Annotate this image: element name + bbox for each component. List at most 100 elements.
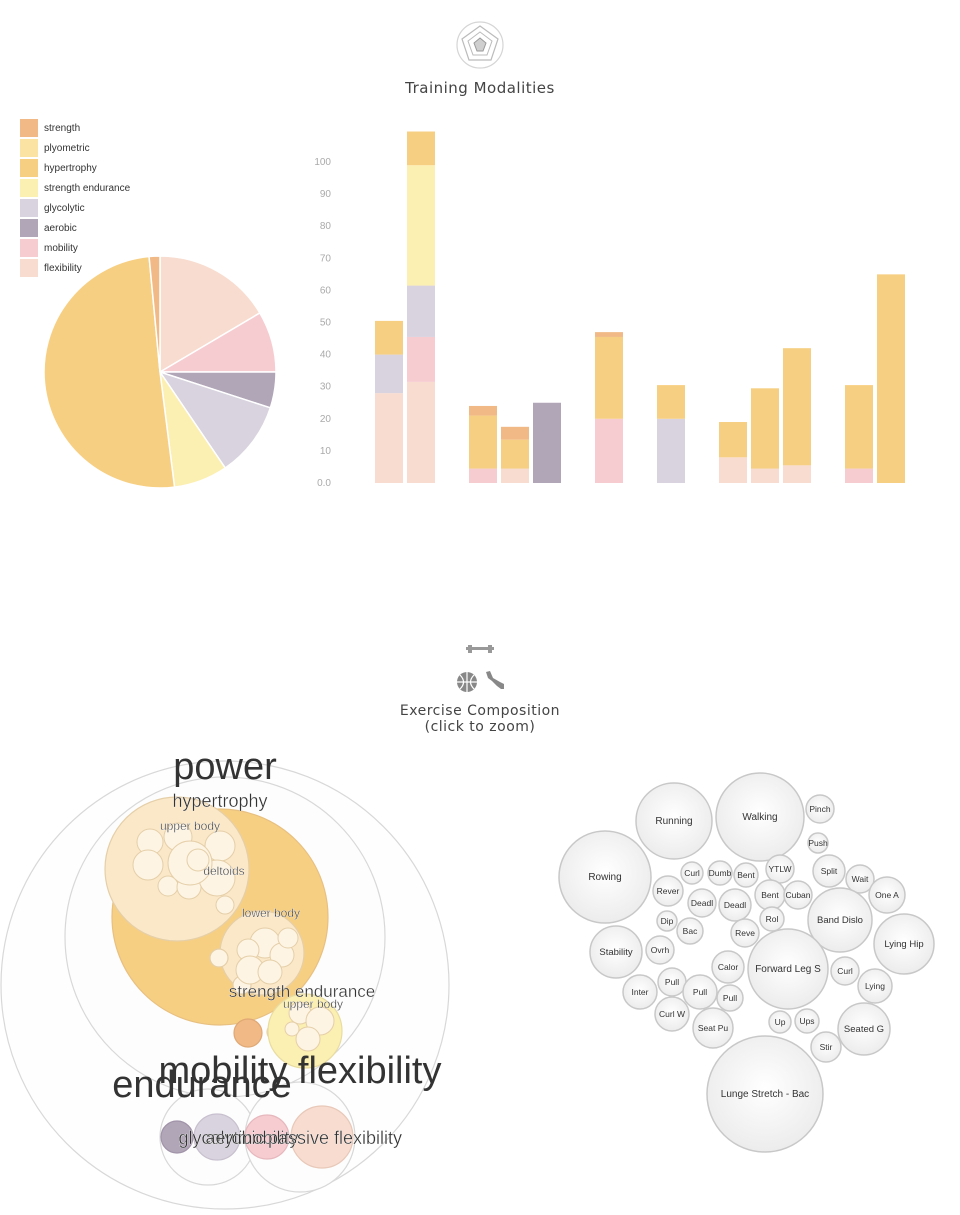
- exercise-bubble[interactable]: [845, 864, 875, 894]
- bar-segment[interactable]: [501, 468, 529, 483]
- circle-pack-chart[interactable]: power hypertrophy upper body deltoids lower …: [0, 745, 470, 1215]
- bar-segment[interactable]: [407, 336, 435, 382]
- exercise-bubble[interactable]: [805, 794, 835, 824]
- legend-item[interactable]: plyometric: [20, 138, 130, 158]
- bar-segment[interactable]: [719, 457, 747, 483]
- bar-segment[interactable]: [877, 274, 905, 483]
- exercise-bubble[interactable]: [718, 888, 752, 922]
- bar-segment[interactable]: [595, 418, 623, 483]
- legend-item[interactable]: hypertrophy: [20, 158, 130, 178]
- exercise-bubble[interactable]: [857, 968, 893, 1004]
- exercise-bubble[interactable]: [794, 1008, 820, 1034]
- exercise-bubble[interactable]: [654, 996, 690, 1032]
- bar-segment[interactable]: [375, 393, 403, 483]
- pack-circle[interactable]: [160, 1120, 194, 1154]
- bar-segment[interactable]: [595, 332, 623, 337]
- exercise-bubble[interactable]: [768, 1010, 792, 1034]
- exercise-bubble[interactable]: [680, 861, 704, 885]
- exercise-bubble[interactable]: [676, 917, 704, 945]
- pack-circle[interactable]: [233, 1018, 263, 1048]
- exercise-bubble[interactable]: [733, 862, 759, 888]
- bar-segment[interactable]: [783, 348, 811, 466]
- bar-segment[interactable]: [501, 426, 529, 440]
- bar-segment[interactable]: [845, 468, 873, 483]
- basketball-icon: [457, 672, 477, 692]
- exercise-bubble[interactable]: [783, 880, 813, 910]
- pack-circle[interactable]: [193, 1113, 241, 1161]
- exercise-bubble[interactable]: [759, 906, 785, 932]
- bar-segment[interactable]: [657, 418, 685, 483]
- bar-segment[interactable]: [407, 285, 435, 337]
- exercise-bubble[interactable]: [711, 950, 745, 984]
- exercise-bubble[interactable]: [707, 860, 733, 886]
- pack-leaf[interactable]: [284, 1021, 300, 1037]
- legend-item[interactable]: flexibility: [20, 258, 130, 278]
- pack-leaf[interactable]: [215, 895, 235, 915]
- bar-segment[interactable]: [719, 422, 747, 458]
- exercise-label: Rowing: [588, 872, 621, 883]
- exercise-bubble[interactable]: [558, 830, 652, 924]
- exercise-bubble[interactable]: [807, 887, 873, 953]
- legend-item[interactable]: aerobic: [20, 218, 130, 238]
- bar-segment[interactable]: [375, 354, 403, 394]
- pie-slice[interactable]: [159, 255, 261, 374]
- bar-segment[interactable]: [469, 405, 497, 416]
- pack-leaf[interactable]: [295, 1026, 321, 1052]
- pack-leaf[interactable]: [186, 848, 210, 872]
- bar-segment[interactable]: [469, 468, 497, 483]
- legend-item[interactable]: mobility: [20, 238, 130, 258]
- exercise-bubble-chart[interactable]: Running Walking Pinch Push Rowing Curl Dumb Ben…: [550, 765, 950, 1165]
- legend-swatch: [20, 239, 38, 257]
- exercise-bubble[interactable]: [656, 910, 678, 932]
- pack-leaf[interactable]: [277, 927, 299, 949]
- exercise-bubble[interactable]: [747, 928, 829, 1010]
- pack-circle[interactable]: [244, 1114, 290, 1160]
- bar-segment[interactable]: [407, 165, 435, 286]
- legend-item[interactable]: glycolytic: [20, 198, 130, 218]
- exercise-bubble[interactable]: [837, 1002, 891, 1056]
- pack-circle[interactable]: [209, 948, 229, 968]
- exercise-bubble[interactable]: [645, 935, 675, 965]
- exercise-bubble[interactable]: [652, 875, 684, 907]
- bar-segment[interactable]: [845, 385, 873, 469]
- bar-segment[interactable]: [375, 320, 403, 355]
- y-tick-label: 70: [320, 253, 332, 264]
- bar-segment[interactable]: [533, 402, 561, 483]
- exercise-label: Stir: [820, 1042, 833, 1052]
- exercise-bubble[interactable]: [635, 782, 713, 860]
- bar-segment[interactable]: [407, 131, 435, 166]
- bar-segment[interactable]: [407, 381, 435, 483]
- exercise-label: Lunge Stretch - Bac: [721, 1089, 809, 1100]
- exercise-bubble[interactable]: [687, 888, 717, 918]
- bar-segment[interactable]: [751, 388, 779, 469]
- exercise-bubble[interactable]: [873, 913, 935, 975]
- exercise-label: Wait: [852, 874, 869, 884]
- exercise-bubble[interactable]: [812, 854, 846, 888]
- exercise-bubble[interactable]: [868, 876, 906, 914]
- exercise-bubble[interactable]: [589, 925, 643, 979]
- exercise-bubble[interactable]: [810, 1031, 842, 1063]
- exercise-bubble[interactable]: [682, 974, 718, 1010]
- exercise-bubble[interactable]: [807, 832, 829, 854]
- bar-segment[interactable]: [657, 385, 685, 419]
- pack-leaf[interactable]: [132, 849, 164, 881]
- pie-slice[interactable]: [148, 255, 161, 373]
- exercise-bubble[interactable]: [716, 984, 744, 1012]
- bar-segment[interactable]: [595, 336, 623, 419]
- exercise-bubble[interactable]: [706, 1035, 824, 1153]
- pie-slice[interactable]: [158, 370, 272, 469]
- legend-item[interactable]: strength: [20, 118, 130, 138]
- pack-circle[interactable]: [290, 1105, 354, 1169]
- exercise-bubble[interactable]: [730, 918, 760, 948]
- pie-slice[interactable]: [43, 255, 176, 489]
- exercise-bubble[interactable]: [622, 974, 658, 1010]
- exercise-bubble[interactable]: [692, 1007, 734, 1049]
- bar-segment[interactable]: [783, 465, 811, 483]
- exercise-bubble[interactable]: [830, 956, 860, 986]
- legend-item[interactable]: strength endurance: [20, 178, 130, 198]
- pack-leaf[interactable]: [257, 959, 283, 985]
- bar-segment[interactable]: [751, 468, 779, 483]
- bar-segment[interactable]: [469, 415, 497, 469]
- bar-segment[interactable]: [501, 439, 529, 469]
- exercise-bubble[interactable]: [715, 772, 805, 862]
